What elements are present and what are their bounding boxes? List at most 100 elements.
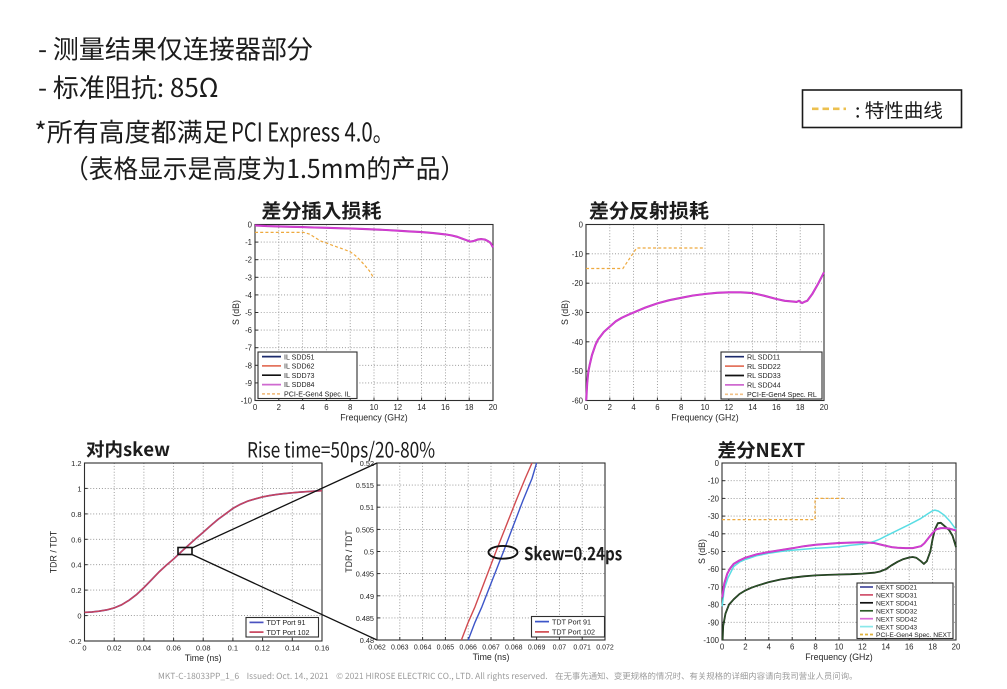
svg-text:18: 18 [796, 403, 805, 412]
svg-text:1: 1 [77, 484, 81, 493]
svg-text:8: 8 [348, 403, 352, 412]
svg-text:0.06: 0.06 [166, 644, 181, 653]
svg-text:0.4: 0.4 [71, 561, 81, 570]
svg-text:12: 12 [724, 403, 733, 412]
svg-text:10: 10 [835, 643, 844, 652]
svg-text:TDR / TDT: TDR / TDT [49, 530, 59, 573]
svg-text:-40: -40 [572, 338, 584, 347]
svg-text:0.2: 0.2 [71, 586, 81, 595]
svg-text:0: 0 [248, 221, 253, 230]
svg-text:Frequency (GHz): Frequency (GHz) [671, 413, 739, 423]
svg-text:NEXT SDD32: NEXT SDD32 [876, 609, 917, 616]
svg-text:-60: -60 [572, 397, 584, 406]
svg-text:0.1: 0.1 [228, 644, 238, 653]
svg-text:0.071: 0.071 [573, 645, 591, 652]
svg-text:-30: -30 [572, 309, 584, 318]
svg-text:0.8: 0.8 [71, 510, 81, 519]
svg-text:-20: -20 [708, 494, 720, 503]
svg-text:-30: -30 [708, 512, 720, 521]
svg-text:2: 2 [608, 403, 612, 412]
svg-text:-50: -50 [708, 548, 720, 557]
svg-text:-10: -10 [708, 477, 720, 486]
svg-text:IL SDD62: IL SDD62 [284, 363, 315, 371]
svg-text:TDT Port 102: TDT Port 102 [267, 628, 310, 637]
svg-text:0.6: 0.6 [71, 535, 81, 544]
svg-text:2: 2 [277, 403, 281, 412]
svg-text:TDT Port 91: TDT Port 91 [267, 618, 306, 627]
svg-text:14: 14 [881, 643, 890, 652]
svg-text:0.485: 0.485 [356, 614, 374, 623]
svg-text:0.04: 0.04 [137, 644, 152, 653]
svg-text:20: 20 [952, 643, 961, 652]
svg-text:0.16: 0.16 [315, 644, 330, 653]
svg-text:0.51: 0.51 [360, 503, 374, 512]
svg-text:S (dB): S (dB) [231, 300, 241, 325]
svg-text:Frequency (GHz): Frequency (GHz) [805, 652, 873, 662]
svg-text:10: 10 [370, 403, 379, 412]
svg-text:Frequency (GHz): Frequency (GHz) [340, 413, 408, 423]
svg-text:4: 4 [300, 403, 305, 412]
svg-text:-3: -3 [245, 273, 252, 282]
svg-text:0.069: 0.069 [528, 645, 546, 652]
svg-text:0: 0 [715, 459, 720, 468]
svg-text:-10: -10 [241, 397, 253, 406]
svg-text:12: 12 [858, 643, 867, 652]
svg-text:16: 16 [905, 643, 914, 652]
svg-text:RL SDD33: RL SDD33 [747, 372, 781, 380]
svg-text:S (dB): S (dB) [560, 300, 570, 325]
svg-text:6: 6 [655, 403, 659, 412]
svg-text:Time (ns): Time (ns) [185, 653, 222, 663]
svg-text:6: 6 [790, 643, 794, 652]
svg-text:-2: -2 [245, 256, 252, 265]
svg-text:-10: -10 [572, 250, 584, 259]
svg-text:-70: -70 [708, 583, 720, 592]
svg-text:TDT Port 102: TDT Port 102 [552, 628, 595, 637]
svg-text:0.062: 0.062 [368, 645, 386, 652]
svg-text:18: 18 [465, 403, 474, 412]
svg-text:-100: -100 [703, 636, 719, 645]
svg-text:20: 20 [820, 403, 829, 412]
svg-text:-60: -60 [708, 565, 720, 574]
svg-text:-1: -1 [245, 238, 252, 247]
svg-text:NEXT SDD43: NEXT SDD43 [876, 624, 917, 631]
svg-text:Time (ns): Time (ns) [473, 652, 510, 662]
svg-text:6: 6 [324, 403, 328, 412]
svg-text:NEXT SDD42: NEXT SDD42 [876, 616, 917, 623]
svg-text:8: 8 [813, 643, 817, 652]
svg-text:0.068: 0.068 [505, 645, 523, 652]
svg-text:PCI-E-Gen4 Spec. RL: PCI-E-Gen4 Spec. RL [747, 391, 817, 399]
svg-text:RL SDD22: RL SDD22 [747, 363, 781, 371]
svg-text:-0.2: -0.2 [69, 637, 82, 646]
svg-text:0: 0 [579, 221, 584, 230]
svg-text:2: 2 [743, 643, 747, 652]
svg-text:-6: -6 [245, 326, 252, 335]
svg-text:-5: -5 [245, 309, 253, 318]
svg-text:-8: -8 [245, 361, 252, 370]
svg-text:NEXT SDD31: NEXT SDD31 [876, 593, 917, 600]
svg-text:0: 0 [253, 403, 258, 412]
svg-text:NEXT SDD21: NEXT SDD21 [876, 585, 917, 592]
svg-text:16: 16 [441, 403, 450, 412]
svg-text:0.52: 0.52 [360, 459, 374, 468]
svg-text:PCI-E-Gen4 Spec. IL: PCI-E-Gen4 Spec. IL [284, 391, 351, 399]
svg-text:0.066: 0.066 [459, 645, 477, 652]
svg-text:-90: -90 [708, 618, 720, 627]
svg-text:0.067: 0.067 [482, 645, 500, 652]
svg-text:0.5: 0.5 [364, 548, 374, 557]
svg-text:0.072: 0.072 [596, 645, 614, 652]
svg-text:-9: -9 [245, 379, 252, 388]
svg-text:NEXT SDD41: NEXT SDD41 [876, 601, 917, 608]
svg-text:14: 14 [417, 403, 426, 412]
svg-text:0.064: 0.064 [414, 645, 432, 652]
svg-text:IL SDD51: IL SDD51 [284, 353, 315, 361]
svg-text:0.515: 0.515 [356, 481, 374, 490]
svg-text:-20: -20 [572, 279, 584, 288]
svg-text:PCI-E-Gen4 Spec. NEXT: PCI-E-Gen4 Spec. NEXT [876, 632, 951, 639]
svg-text:0: 0 [584, 403, 589, 412]
svg-text:RL SDD44: RL SDD44 [747, 382, 781, 390]
svg-text:0.12: 0.12 [255, 644, 270, 653]
svg-text:IL SDD73: IL SDD73 [284, 372, 315, 380]
svg-text:0.14: 0.14 [285, 644, 300, 653]
svg-text:0.495: 0.495 [356, 570, 374, 579]
svg-text:0.48: 0.48 [360, 636, 374, 645]
